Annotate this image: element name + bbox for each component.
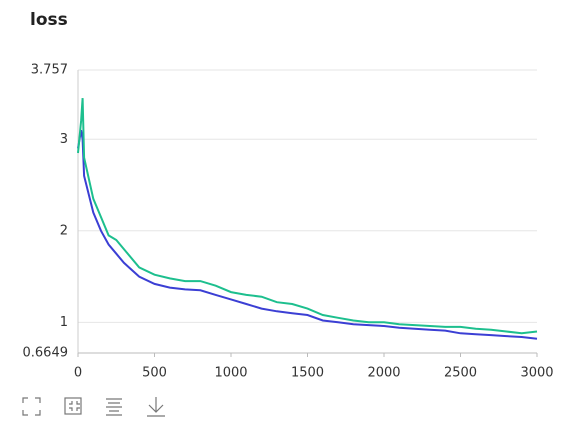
download-icon[interactable] <box>147 397 165 417</box>
fit-icon[interactable] <box>64 397 82 415</box>
x-tick-label: 2500 <box>444 366 477 381</box>
y-tick-label: 1 <box>60 315 68 330</box>
toolbar <box>22 397 165 417</box>
x-tick-label: 500 <box>142 366 167 381</box>
chart-title: loss <box>30 10 68 30</box>
x-tick-label: 2000 <box>367 366 400 381</box>
y-tick-label: 3.757 <box>31 63 68 78</box>
x-tick-label: 3000 <box>520 366 553 381</box>
filter-icon[interactable] <box>106 398 122 416</box>
x-tick-label: 0 <box>74 366 82 381</box>
series-line <box>77 129 538 340</box>
expand-icon[interactable] <box>22 397 41 416</box>
y-tick-label: 0.6649 <box>23 346 69 361</box>
y-tick-label: 3 <box>60 132 68 147</box>
x-tick-label: 1000 <box>214 366 247 381</box>
series-line <box>77 98 538 335</box>
y-tick-label: 2 <box>60 223 68 238</box>
x-tick-label: 1500 <box>291 366 324 381</box>
